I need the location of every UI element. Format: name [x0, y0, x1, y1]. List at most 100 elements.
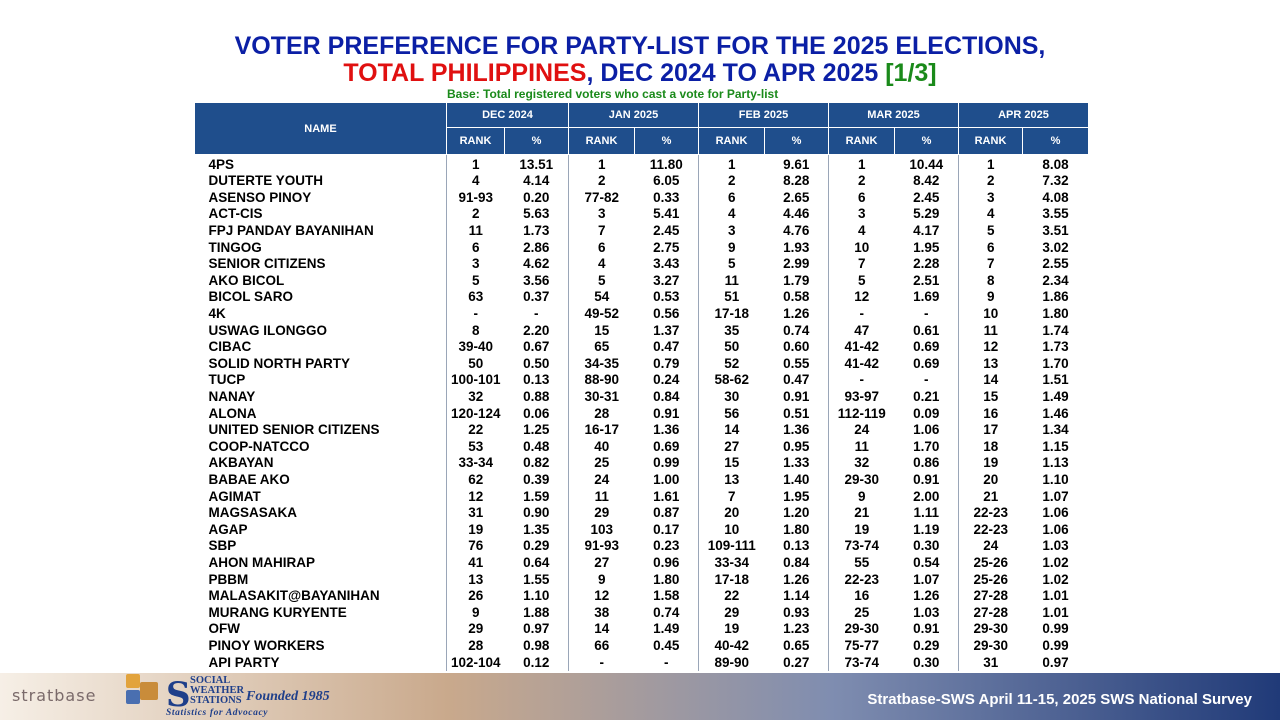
percent-cell: 0.88	[523, 389, 550, 405]
percent-cell: 0.60	[783, 339, 810, 355]
rank-cell: 31	[958, 654, 1023, 671]
percent-cell: -	[664, 654, 669, 670]
party-name: USWAG ILONGGO	[208, 322, 328, 338]
percent-cell: 1.26	[913, 588, 940, 604]
party-name: MURANG KURYENTE	[208, 604, 347, 620]
rank-cell: 7	[828, 255, 895, 273]
percent-cell: 1.95	[913, 239, 940, 255]
slide-title: VOTER PREFERENCE FOR PARTY-LIST FOR THE …	[0, 33, 1280, 87]
rank-cell: 20	[698, 504, 765, 522]
percent-cell: 0.99	[1042, 621, 1069, 637]
rank-cell: 41	[446, 554, 505, 572]
percent-cell: 1.15	[1042, 438, 1069, 454]
rank-cell: 29-30	[828, 471, 895, 489]
rank-cell: 16-17	[568, 421, 635, 439]
rank-cell: 9	[568, 571, 635, 588]
party-name: CIBAC	[208, 339, 252, 355]
rank-cell: 17	[958, 421, 1023, 439]
rank-cell: 7	[568, 222, 635, 240]
rank-cell: 10	[828, 239, 895, 256]
rank-cell: 30-31	[568, 388, 635, 406]
rank-cell: 29-30	[958, 621, 1023, 638]
percent-cell: 0.84	[783, 554, 810, 570]
percent-cell: 4.62	[523, 256, 550, 272]
rank-cell: 22	[446, 421, 505, 439]
sws-logo: S SOCIAL WEATHER STATIONS Founded 1985 S…	[166, 675, 336, 718]
percent-cell: 0.87	[653, 505, 680, 521]
percent-cell: 0.30	[913, 654, 940, 670]
percent-cell: 1.35	[523, 521, 550, 537]
rank-cell: 3	[446, 255, 505, 273]
table-row: AHON MAHIRAP 41 0.64 27 0.96 33-34 0.84 55 0.54 2…	[195, 554, 1089, 572]
rank-cell: 8	[958, 272, 1023, 290]
rank-cell: 109-111	[698, 538, 765, 555]
rank-cell: 1	[446, 154, 505, 173]
table-row: MALASAKIT@BAYANIHAN 26 1.10 12 1.58 22 1.14 16 1…	[195, 587, 1089, 605]
percent-cell: 1.06	[913, 422, 940, 438]
rank-cell: 40-42	[698, 637, 765, 655]
percent-cell: 0.69	[913, 355, 940, 371]
party-name: PINOY WORKERS	[208, 637, 325, 653]
percent-cell: 11.80	[649, 157, 683, 172]
rank-cell: 7	[698, 488, 765, 505]
rank-cell: 6	[958, 239, 1023, 256]
sws-founded: Founded 1985	[246, 689, 330, 704]
percent-cell: 0.20	[523, 189, 550, 205]
rank-cell: 14	[568, 621, 635, 638]
rank-cell: 77-82	[568, 189, 635, 207]
percent-cell: 2.51	[913, 272, 940, 288]
rank-cell: 6	[828, 189, 895, 207]
rank-cell: 28	[568, 405, 635, 422]
percent-cell: 0.06	[523, 405, 550, 421]
rank-cell: 13	[446, 571, 505, 588]
rank-cell: 91-93	[568, 538, 635, 555]
percent-cell: 1.61	[653, 488, 680, 504]
rank-cell: 5	[828, 272, 895, 290]
rank-cell: 54	[568, 289, 635, 306]
percent-cell: 0.50	[523, 355, 550, 371]
percent-cell: 2.28	[913, 256, 940, 272]
rank-cell: 6	[568, 239, 635, 256]
table-body: 4PS 1 13.51 1 11.80 1 9.61 1 10.44 1 8.08 DUTERTE Y…	[195, 154, 1089, 671]
percent-cell: 6.05	[653, 173, 680, 189]
rank-cell: 19	[446, 521, 505, 539]
percent-cell: 7.32	[1042, 173, 1069, 189]
percent-cell: 1.95	[783, 488, 810, 504]
party-name: SOLID NORTH PARTY	[208, 355, 351, 371]
rank-cell: 15	[958, 388, 1023, 406]
rank-cell: 2	[828, 173, 895, 190]
party-name: PBBM	[208, 571, 249, 587]
table-row: COOP-NATCCO 53 0.48 40 0.69 27 0.95 11 1.70 18 1.1…	[195, 438, 1089, 456]
percent-cell: 1.40	[783, 471, 810, 487]
percent-cell: 3.27	[653, 272, 680, 288]
table-row: NANAY 32 0.88 30-31 0.84 30 0.91 93-97 0.21 15 1.4…	[195, 388, 1089, 406]
rank-cell: 22-23	[958, 504, 1023, 522]
rank-cell: 4	[568, 255, 635, 273]
footer-bar: Stratbase-SWS April 11-15, 2025 SWS Nati…	[0, 673, 1280, 720]
rank-cell: 5	[568, 272, 635, 290]
percent-cell: 0.29	[523, 538, 550, 554]
rank-cell: 89-90	[698, 654, 765, 671]
rank-cell: 39-40	[446, 338, 505, 356]
party-name: ALONA	[208, 405, 257, 421]
percent-cell: 0.39	[523, 471, 550, 487]
pct-header: %	[504, 126, 569, 156]
rank-cell: 41-42	[828, 355, 895, 373]
stratbase-wordmark: stratbase	[12, 686, 97, 705]
percent-cell: 1.88	[523, 604, 550, 620]
percent-cell: 0.27	[783, 654, 810, 670]
rank-header: RANK	[828, 126, 895, 156]
percent-cell: 1.26	[783, 571, 810, 587]
rank-cell: 47	[828, 322, 895, 339]
rank-cell: 120-124	[446, 405, 505, 422]
party-name: OFW	[208, 621, 241, 637]
percent-cell: 0.45	[653, 637, 680, 653]
percent-cell: -	[924, 306, 929, 322]
table-row: 4PS 1 13.51 1 11.80 1 9.61 1 10.44 1 8.08	[195, 154, 1089, 173]
rank-cell: 50	[446, 355, 505, 373]
rank-cell: 91-93	[446, 189, 505, 207]
percent-cell: 1.80	[653, 571, 680, 587]
percent-cell: 2.65	[783, 189, 810, 205]
rank-cell: 3	[568, 206, 635, 223]
rank-cell: 9	[698, 239, 765, 256]
